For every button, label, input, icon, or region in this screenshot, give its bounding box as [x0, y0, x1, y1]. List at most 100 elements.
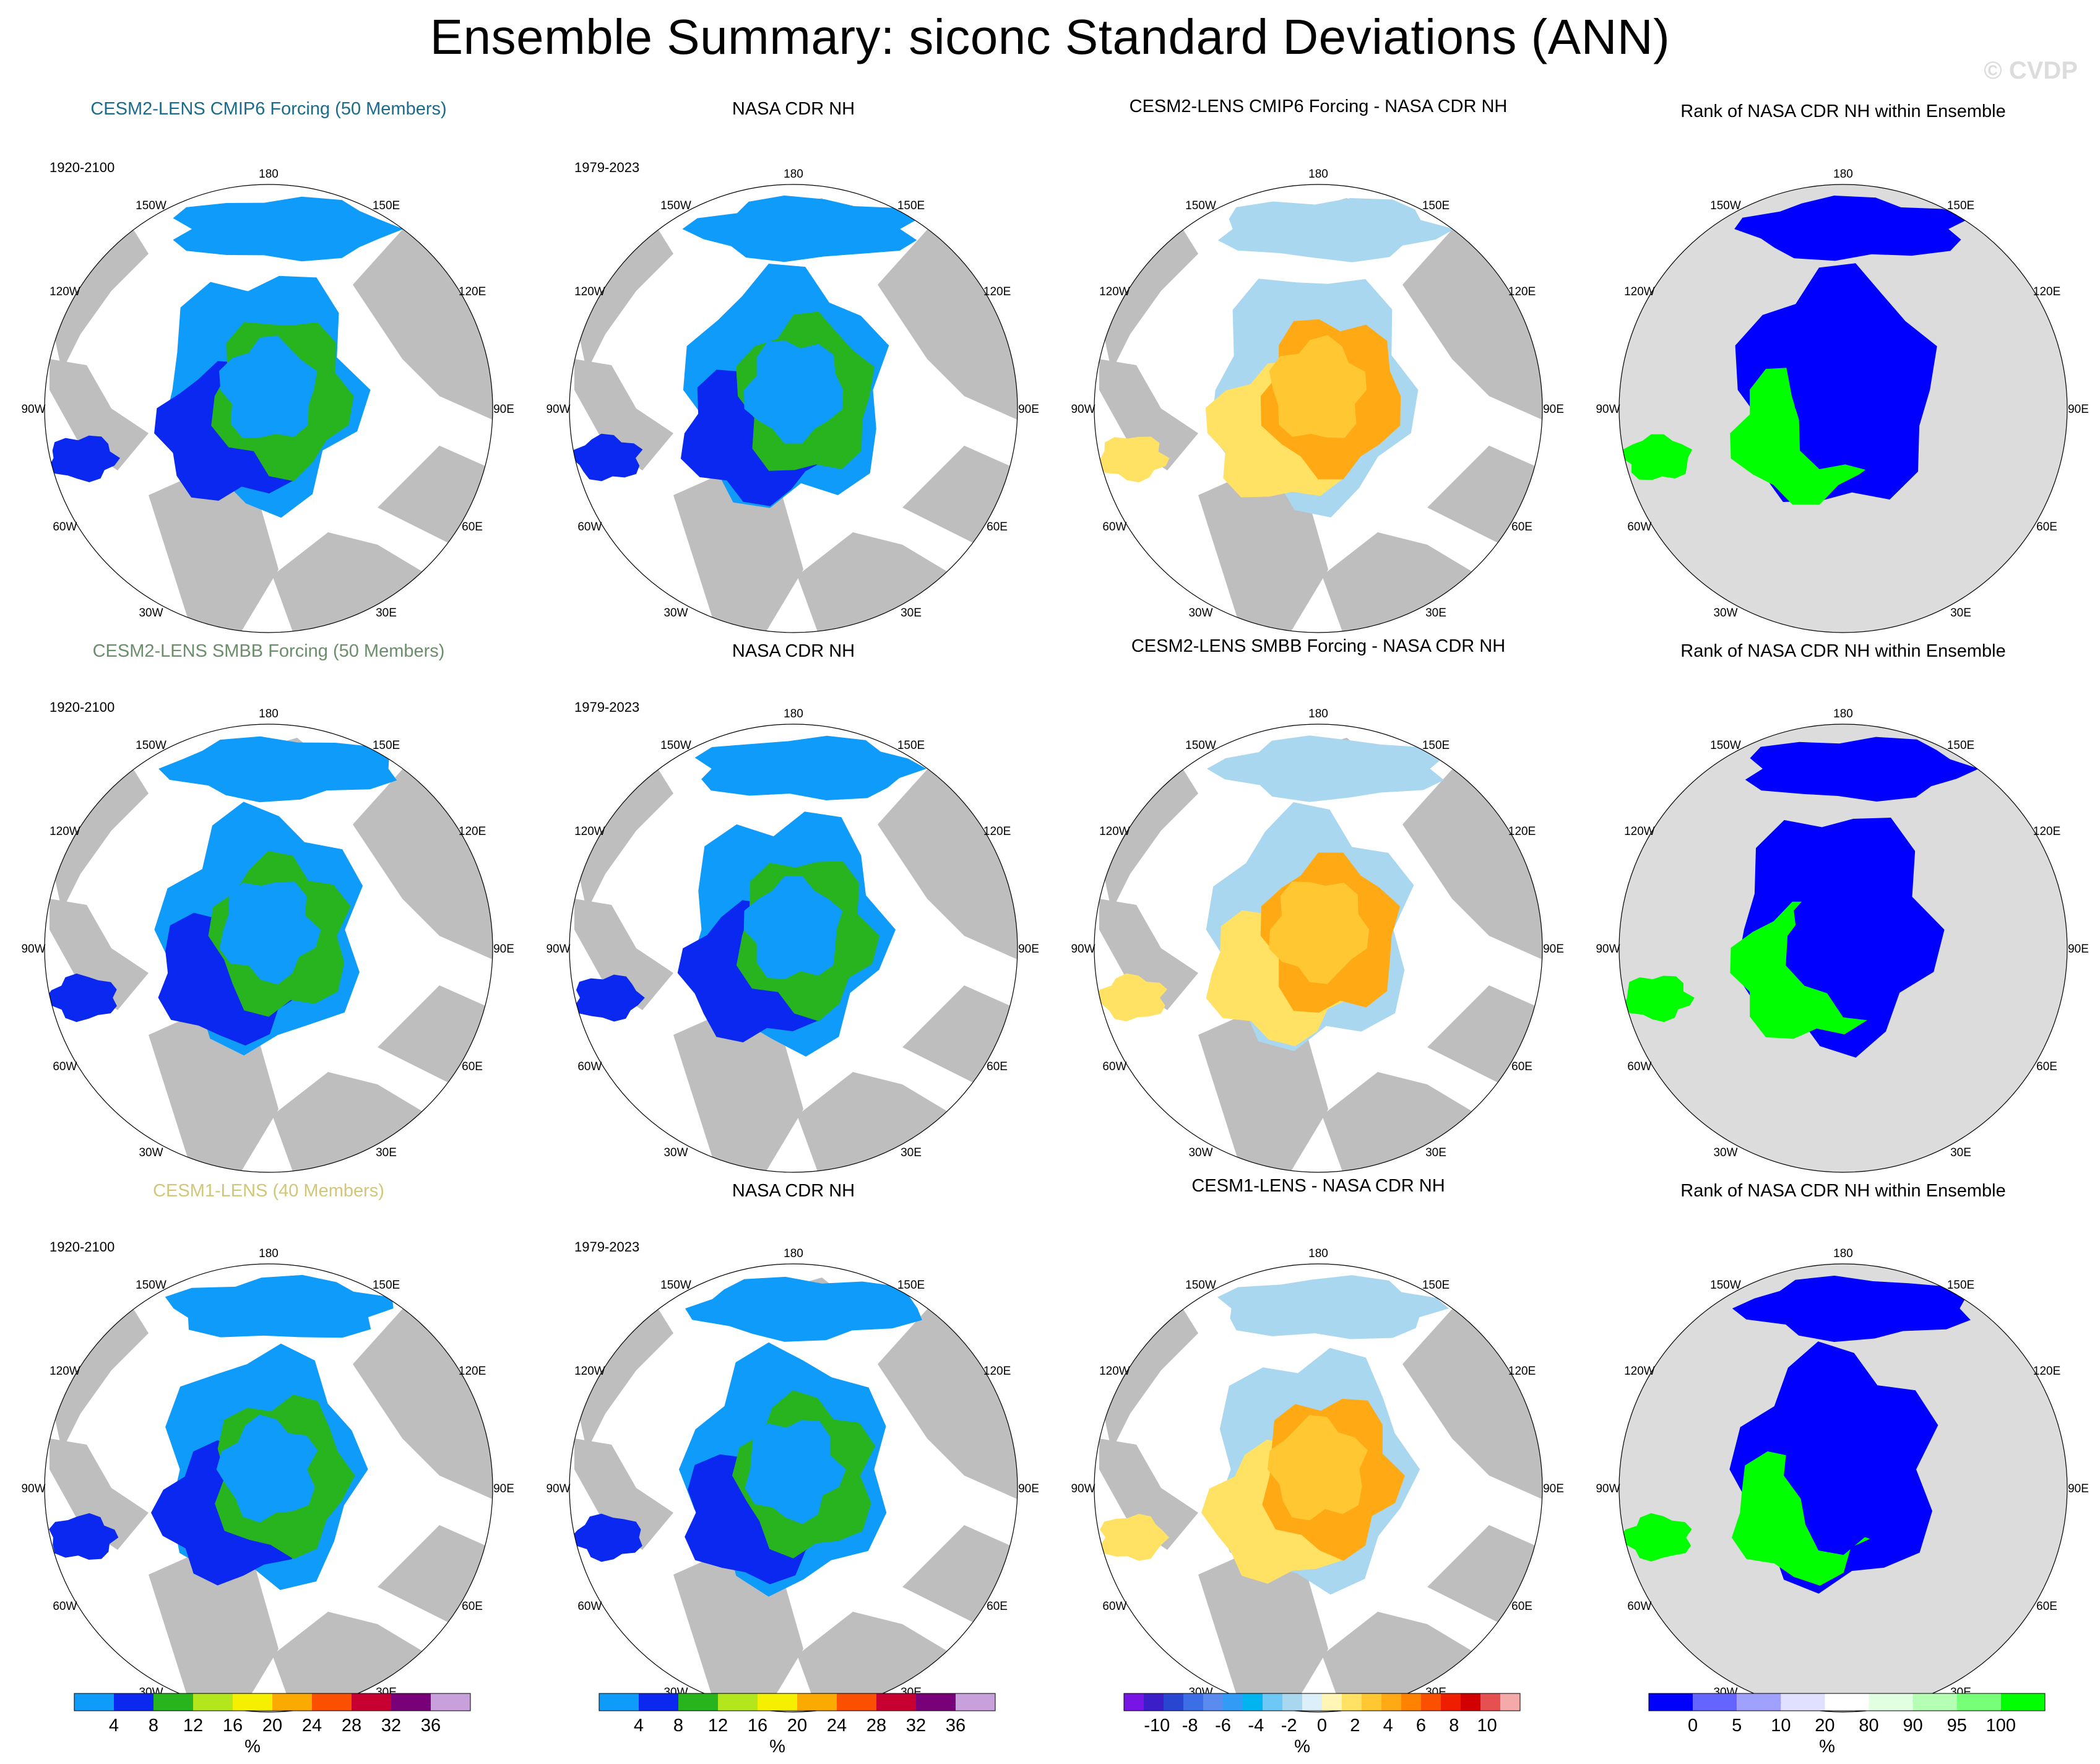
period-label: 1979-2023	[574, 699, 640, 715]
obs-map: 180 150E 120E 90E 60E 30E 0 30W 60W 90W 120W 150W	[546, 168, 1039, 639]
ice-field	[49, 1513, 119, 1560]
longitude-label: 150W	[660, 199, 691, 212]
longitude-label: 60W	[577, 1060, 602, 1073]
ice-field	[682, 195, 921, 262]
longitude-label: 180	[784, 707, 803, 720]
longitude-label: 30E	[376, 1146, 397, 1159]
colorbar-tick-label: 24	[301, 1716, 322, 1736]
colorbar-tick-label: 36	[420, 1716, 441, 1736]
ice-field	[219, 335, 318, 438]
colorbar-tick-label: 12	[707, 1716, 728, 1736]
longitude-label: 30W	[1713, 1146, 1737, 1159]
colorbar-swatch	[678, 1693, 718, 1711]
longitude-label: 150E	[1947, 199, 1974, 212]
colorbar-units: %	[1819, 1737, 1835, 1757]
longitude-label: 120W	[1099, 1365, 1130, 1378]
colorbar-swatch	[1480, 1693, 1500, 1711]
longitude-label: 60W	[1102, 521, 1126, 534]
period-label: 1920-2100	[50, 160, 115, 175]
colorbar-swatch	[1781, 1693, 1825, 1711]
colorbar-tick-label: 5	[1732, 1716, 1742, 1736]
ice-field	[743, 876, 843, 979]
map-boundary	[1618, 184, 2068, 633]
colorbar-tick-label: -4	[1248, 1716, 1264, 1736]
map-boundary	[1094, 184, 1543, 633]
land-mass	[1094, 744, 1198, 911]
rank-map: 180150E120E90E60E30E030W60W90W120W150W	[1596, 1247, 2088, 1718]
longitude-label: 90E	[1543, 943, 1564, 956]
map-boundary	[569, 724, 1018, 1173]
land-mass	[574, 899, 673, 1010]
longitude-label: 60W	[53, 1600, 77, 1613]
longitude-label: 150E	[1947, 739, 1974, 752]
land-mass	[45, 204, 149, 371]
longitude-label: 30W	[139, 607, 163, 620]
colorbar-swatch	[797, 1693, 837, 1711]
colorbar-swatch	[233, 1693, 272, 1711]
colorbar-swatch	[718, 1693, 758, 1711]
colorbar-swatch	[599, 1693, 639, 1711]
colorbar-swatch	[1124, 1693, 1144, 1711]
land-mass	[1723, 470, 1853, 631]
longitude-label: 180	[1308, 168, 1328, 181]
colorbar-tick-label: 20	[262, 1716, 283, 1736]
ice-field	[1791, 337, 1893, 445]
ice-field	[1745, 737, 1979, 802]
ice-field	[1622, 434, 1693, 480]
longitude-label: 180	[1308, 707, 1328, 720]
colorbar-swatch	[956, 1693, 995, 1711]
colorbar-swatch	[639, 1693, 678, 1711]
ice-field	[1794, 1422, 1895, 1524]
colorbar-swatch	[391, 1693, 431, 1711]
colorbar-swatch	[1203, 1693, 1223, 1711]
longitude-label: 60E	[987, 1600, 1008, 1613]
diff-map: 180150E120E90E60E30E030W60W90W120W150W	[1071, 707, 1564, 1178]
longitude-label: 120W	[1099, 825, 1130, 838]
longitude-label: 60E	[987, 521, 1008, 534]
colorbar-tick-label: 16	[222, 1716, 243, 1736]
colorbar-tick-label: -2	[1281, 1716, 1297, 1736]
longitude-label: 150W	[1185, 1279, 1216, 1292]
longitude-label: 30E	[901, 1146, 922, 1159]
panel-title: NASA CDR NH	[732, 99, 855, 119]
colorbar-swatch	[1144, 1693, 1164, 1711]
land-mass	[1624, 359, 1723, 470]
longitude-label: 60W	[1627, 521, 1651, 534]
longitude-label: 150E	[373, 739, 400, 752]
longitude-label: 30W	[1713, 607, 1737, 620]
land-mass	[673, 1010, 803, 1171]
map-boundary	[44, 1263, 493, 1713]
longitude-label: 180	[784, 168, 803, 181]
panel-title: CESM2-LENS CMIP6 Forcing (50 Members)	[90, 99, 447, 119]
period-label: 1979-2023	[574, 160, 640, 175]
longitude-label: 120E	[983, 1365, 1011, 1378]
colorbar-tick-label: 12	[183, 1716, 204, 1736]
colorbar-tick-label: 80	[1859, 1716, 1879, 1736]
longitude-label: 30E	[901, 607, 922, 620]
panel-r3-model: 180150E120E90E60E30E030W60W90W120W150WCE…	[6, 1178, 531, 1718]
map-boundary	[569, 184, 1018, 633]
land-mass	[1094, 1284, 1198, 1451]
panel-title: CESM2-LENS SMBB Forcing (50 Members)	[92, 641, 445, 661]
colorbar-difference: -10 -8 -6 -4 -2 0 2 4 6 8 10%	[1056, 1690, 1581, 1764]
longitude-label: 30E	[1425, 1146, 1446, 1159]
longitude-label: 60W	[53, 521, 77, 534]
land-mass	[574, 359, 673, 470]
ice-field	[1267, 1415, 1368, 1521]
land-mass	[569, 1284, 673, 1451]
land-mass	[673, 470, 803, 631]
longitude-label: 120E	[1508, 825, 1536, 838]
ice-field	[743, 340, 844, 444]
colorbar-swatch	[193, 1693, 233, 1711]
colorbar-tick-label: 20	[787, 1716, 808, 1736]
longitude-label: 90W	[21, 943, 45, 956]
colorbar-swatch	[352, 1693, 391, 1711]
longitude-label: 120W	[574, 285, 605, 298]
panel-r2-model: 180 150E 120E 90E 60E 30E 0 30W 60W 90W 120W 150W CE…	[6, 639, 531, 1178]
colorbar-units: %	[244, 1737, 261, 1757]
ice-field	[1620, 1513, 1692, 1562]
panel-r2-diff: 180 150E 120E 90E 60E 30E 0 30W 60W 90W 120W 150W CE…	[1056, 636, 1581, 1178]
longitude-label: 60E	[462, 1060, 483, 1073]
longitude-label: 90E	[493, 943, 514, 956]
ice-field	[1623, 975, 1695, 1023]
